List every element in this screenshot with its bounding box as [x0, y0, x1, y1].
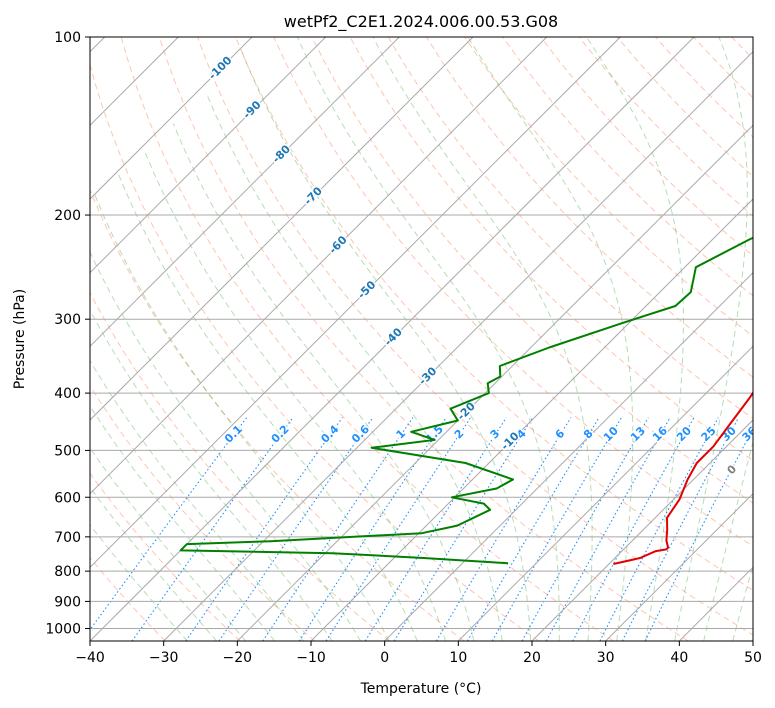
isotherm-line: [457, 345, 753, 641]
isotherm-line: [163, 50, 753, 641]
axis-ticks: −40 −30 −20 −10 0 10 20 30 40 50 100 200 300 400 500 60…: [45, 30, 762, 666]
dry-adiabat-line: [90, 472, 241, 641]
mixing-ratio-line: [599, 417, 719, 641]
mixing-ratio-line: [521, 417, 649, 641]
x-tick-label: −20: [223, 650, 253, 666]
mixing-ratio-lines: [90, 417, 753, 641]
dewpoint-line: [179, 236, 753, 565]
isotherms: [90, 37, 753, 641]
moist-adiabat-line: [90, 359, 304, 641]
x-tick-label: 0: [380, 650, 389, 666]
isotherm-line: [531, 419, 753, 641]
isotherm-line: [90, 37, 695, 641]
dry-adiabat-line: [158, 37, 689, 641]
temperature-line: [613, 391, 753, 565]
plot-area: [90, 37, 753, 641]
mixing-ratio-line: [621, 417, 739, 641]
chart-title: wetPf2_C2E1.2024.006.00.53.G08: [284, 12, 558, 32]
mixing-ratio-line: [325, 417, 472, 641]
mixing-ratio-line: [90, 417, 248, 631]
isotherm-line: [90, 37, 400, 348]
moist-adiabat-line: [240, 49, 532, 641]
moist-adiabat-line: [732, 563, 753, 641]
moist-adiabat-line: [90, 486, 217, 641]
y-tick-label: 500: [54, 443, 81, 459]
x-tick-label: 50: [744, 650, 762, 666]
moist-adiabats: [90, 37, 753, 641]
isotherm-line: [90, 37, 253, 200]
mixing-ratio-line: [644, 427, 753, 641]
dry-adiabat-line: [502, 37, 753, 297]
isotherm-line: [310, 198, 753, 641]
y-tick-label: 800: [54, 564, 81, 580]
isotherm-line: [605, 492, 753, 641]
dry-adiabat-line: [120, 37, 614, 641]
mixing-ratio-line: [491, 417, 622, 641]
dry-adiabat-line: [349, 37, 753, 462]
dry-adiabat-line: [311, 37, 753, 504]
moist-adiabat-line: [90, 309, 333, 641]
x-axis-label: Temperature (°C): [360, 681, 482, 697]
y-tick-label: 100: [54, 30, 81, 46]
dry-adiabat-line: [90, 384, 316, 641]
x-tick-label: 30: [597, 650, 615, 666]
sounding-series: [179, 236, 753, 565]
moist-adiabat-line: [703, 439, 753, 641]
y-tick-label: 200: [54, 208, 81, 224]
plot-frame: [89, 36, 754, 642]
y-tick-label: 400: [54, 386, 81, 402]
dry-adiabat-line: [425, 37, 753, 378]
moist-adiabat-line: [206, 94, 503, 641]
mixing-ratio-line: [545, 417, 671, 641]
isotherm-line: [90, 37, 621, 569]
moist-adiabat-line: [117, 173, 418, 641]
x-tick-label: −30: [149, 650, 179, 666]
pressure-gridlines: [90, 37, 753, 629]
x-tick-label: 10: [449, 650, 467, 666]
x-tick-label: −10: [296, 650, 326, 666]
x-tick-label: 40: [670, 650, 688, 666]
moist-adiabat-line: [90, 251, 362, 641]
isotherm-line: [236, 124, 753, 641]
dry-adiabat-line: [387, 37, 753, 420]
y-tick-label: 300: [54, 312, 81, 328]
x-tick-label: −40: [75, 650, 105, 666]
isotherm-line: [90, 37, 474, 421]
moist-adiabat-line: [90, 523, 188, 641]
mixing-ratio-line: [572, 417, 695, 641]
mixing-ratio-line: [298, 417, 447, 641]
isotherm-line: [90, 37, 548, 495]
x-tick-label: 20: [523, 650, 541, 666]
y-tick-label: 600: [54, 490, 81, 506]
moist-adiabat-line: [586, 37, 684, 641]
y-axis-label: Pressure (hPa): [12, 289, 28, 389]
moist-adiabat-line: [90, 447, 247, 641]
dry-adiabat-line: [90, 62, 540, 641]
mixing-ratio-line: [364, 417, 507, 641]
dry-adiabat-line: [464, 37, 753, 337]
y-tick-label: 1000: [45, 621, 81, 637]
moist-adiabat-line: [94, 194, 390, 641]
isotherm-line: [384, 271, 753, 641]
mixing-ratio-line: [131, 417, 294, 641]
dry-adiabat-line: [273, 37, 753, 547]
y-tick-label: 900: [54, 594, 81, 610]
isotherm-line: [90, 37, 327, 274]
dry-adiabat-line: [90, 291, 390, 641]
moist-adiabat-line: [674, 37, 748, 641]
mixing-ratio-line: [262, 417, 414, 641]
mixing-ratio-line: [467, 417, 600, 641]
dry-adiabat-line: [90, 188, 465, 641]
dry-adiabat-line: [235, 37, 753, 591]
y-tick-label: 700: [54, 530, 81, 546]
moist-adiabat-line: [372, 37, 593, 641]
